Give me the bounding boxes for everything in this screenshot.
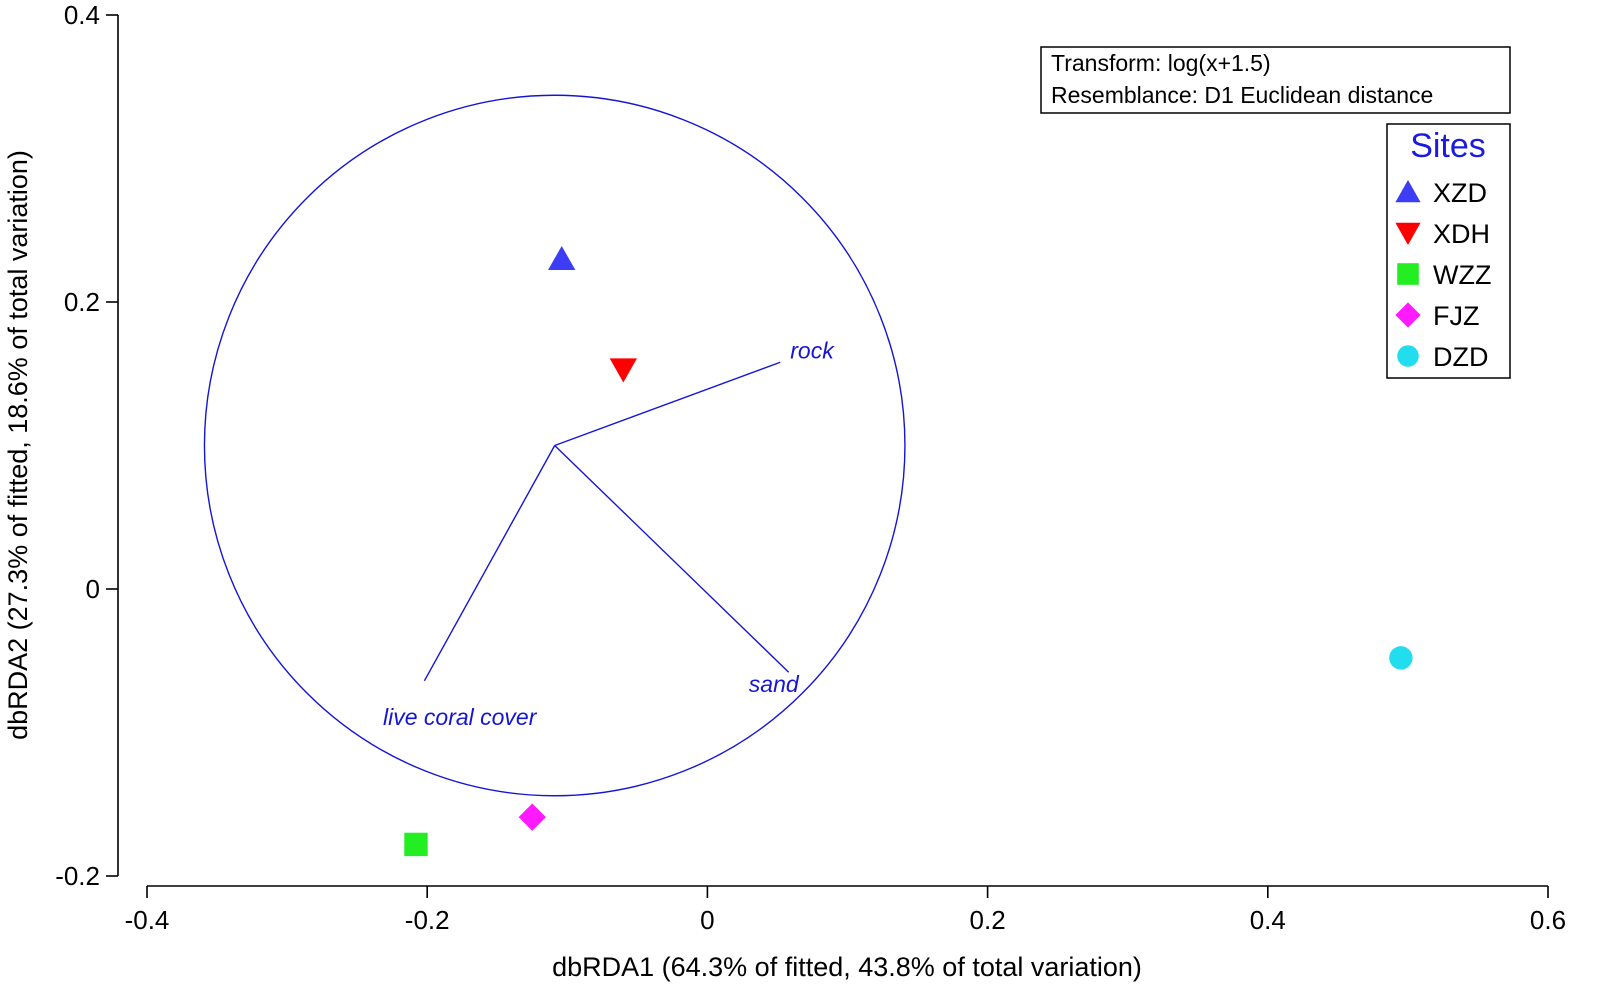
- legend-title: Sites: [1410, 127, 1486, 165]
- x-tick-label: 0.2: [970, 905, 1006, 935]
- correlation-circle: [203, 94, 906, 797]
- vector-live-coral-cover: [423, 445, 556, 682]
- info-box: Transform: log(x+1.5) Resemblance: D1 Eu…: [1040, 46, 1511, 114]
- point-dzd: [1389, 646, 1413, 670]
- legend-items: XZD XDH WZZ FJZ DZD: [1395, 178, 1491, 372]
- point-xdh: [609, 358, 637, 383]
- legend-label-wzz: WZZ: [1433, 260, 1491, 290]
- vector-label-sand: sand: [749, 671, 800, 697]
- x-tick-label: -0.2: [405, 905, 450, 935]
- y-tick-label: 0.2: [64, 287, 100, 317]
- x-tick-label: -0.4: [125, 905, 170, 935]
- legend-label-xdh: XDH: [1433, 219, 1490, 249]
- legend-marker-xdh: [1395, 222, 1421, 245]
- info-transform-text: Transform: log(x+1.5): [1051, 50, 1271, 76]
- legend: Sites XZD XDH WZZ FJZ DZD: [1386, 123, 1511, 379]
- x-ticks: -0.4 -0.2 0 0.2 0.4 0.6: [125, 886, 1566, 935]
- axes: -0.2 0 0.2 0.4 -0.4 -0.2 0 0.2 0.4 0.6 dbRDA1 (6…: [3, 0, 1566, 982]
- point-fjz: [518, 803, 546, 831]
- vector-sand: [554, 444, 790, 673]
- data-points: [404, 245, 1413, 857]
- legend-marker-dzd: [1397, 345, 1419, 367]
- x-tick-label: 0: [700, 905, 714, 935]
- info-resemblance-text: Resemblance: D1 Euclidean distance: [1051, 82, 1433, 108]
- y-axis-title: dbRDA2 (27.3% of fitted, 18.6% of total …: [3, 150, 33, 740]
- vector-label-live-coral-cover: live coral cover: [383, 704, 538, 730]
- legend-frame: [1386, 123, 1511, 379]
- legend-label-fjz: FJZ: [1433, 301, 1480, 331]
- legend-marker-xzd: [1395, 180, 1421, 203]
- x-axis-title: dbRDA1 (64.3% of fitted, 43.8% of total …: [552, 952, 1142, 982]
- legend-label-dzd: DZD: [1433, 342, 1489, 372]
- info-box-frame: [1040, 46, 1511, 114]
- y-tick-label: 0.4: [64, 0, 100, 30]
- vector-rock: [554, 361, 781, 447]
- point-xzd: [548, 245, 576, 270]
- y-tick-label: -0.2: [55, 861, 100, 891]
- legend-label-xzd: XZD: [1433, 178, 1487, 208]
- vector-label-rock: rock: [790, 337, 835, 363]
- x-tick-label: 0.6: [1530, 905, 1566, 935]
- y-tick-label: 0: [86, 574, 100, 604]
- x-tick-label: 0.4: [1250, 905, 1286, 935]
- vector-overlay: rock sand live coral cover: [203, 94, 906, 797]
- legend-marker-fjz: [1395, 302, 1421, 328]
- legend-marker-wzz: [1397, 263, 1419, 285]
- y-ticks: -0.2 0 0.2 0.4: [55, 0, 118, 891]
- point-wzz: [404, 832, 428, 857]
